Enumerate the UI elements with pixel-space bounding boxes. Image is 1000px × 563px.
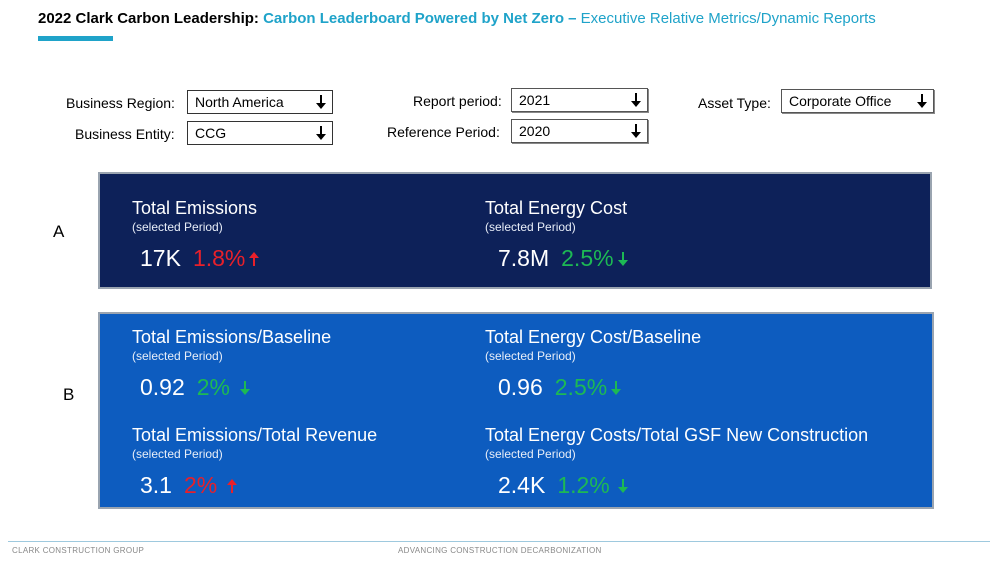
metric-change: 1.8% [192, 245, 246, 271]
metric-change: 2% [183, 472, 218, 498]
metric-title: Total Energy Costs/Total GSF New Constru… [485, 425, 869, 445]
row-label-a: A [53, 222, 65, 241]
metric-title: Total Energy Cost [485, 198, 628, 218]
title-bold: 2022 Clark Carbon Leadership: [38, 10, 259, 27]
metric-change: 2% [196, 374, 231, 400]
title-light: Executive Relative Metrics/Dynamic Repor… [580, 10, 876, 27]
chevron-down-icon [316, 126, 326, 140]
asset-type-label: Asset Type: [698, 95, 771, 111]
business-region-select[interactable]: North America [187, 90, 333, 114]
metric-total-emissions: Total Emissions (selected Period) 17K 1.8… [132, 198, 260, 271]
metric-value: 17K [140, 245, 181, 271]
metric-energy-cost-baseline: Total Energy Cost/Baseline (selected Per… [485, 327, 702, 400]
footer-tagline: ADVANCING CONSTRUCTION DECARBONIZATION [398, 546, 602, 555]
reference-period-value: 2020 [519, 123, 551, 139]
arrow-down-icon [617, 479, 628, 493]
row-label-b: B [63, 385, 75, 404]
metric-value: 3.1 [140, 472, 172, 498]
metric-title: Total Emissions [132, 198, 258, 218]
page-title: 2022 Clark Carbon Leadership: Carbon Lea… [38, 10, 876, 27]
panel-a [98, 172, 932, 289]
arrow-up-icon [249, 252, 260, 266]
reference-period-label: Reference Period: [387, 124, 500, 140]
footer-company: CLARK CONSTRUCTION GROUP [12, 546, 145, 555]
chevron-down-icon [631, 124, 641, 138]
arrow-down-icon [611, 381, 622, 395]
metric-title: Total Emissions/Total Revenue [132, 425, 378, 445]
arrow-down-icon [240, 381, 251, 395]
metric-emissions-revenue: Total Emissions/Total Revenue (selected … [132, 425, 378, 498]
business-entity-label: Business Entity: [75, 126, 175, 142]
report-period-label: Report period: [413, 93, 502, 109]
metric-subtitle: (selected Period) [132, 447, 223, 461]
metric-title: Total Energy Cost/Baseline [485, 327, 702, 347]
metric-subtitle: (selected Period) [132, 349, 223, 363]
metric-title: Total Emissions/Baseline [132, 327, 332, 347]
asset-type-value: Corporate Office [789, 93, 892, 109]
business-entity-value: CCG [195, 125, 227, 141]
business-entity-select[interactable]: CCG [187, 121, 333, 145]
metric-emissions-baseline: Total Emissions/Baseline (selected Perio… [132, 327, 332, 400]
metric-value: 7.8M [498, 245, 550, 271]
metric-subtitle: (selected Period) [485, 349, 576, 363]
metric-subtitle: (selected Period) [132, 220, 223, 234]
metric-value: 2.4K [498, 472, 546, 498]
reference-period-select[interactable]: 2020 [511, 119, 648, 143]
panel-b [98, 312, 934, 509]
arrow-up-icon [227, 479, 238, 493]
report-period-select[interactable]: 2021 [511, 88, 648, 112]
metric-change: 2.5% [561, 245, 614, 271]
title-accent-bar [38, 36, 113, 41]
business-region-label: Business Region: [66, 95, 175, 111]
footer-divider [8, 541, 990, 542]
metric-value: 0.92 [140, 374, 185, 400]
asset-type-select[interactable]: Corporate Office [781, 89, 934, 113]
arrow-down-icon [617, 252, 628, 266]
metric-total-energy-cost: Total Energy Cost (selected Period) 7.8M… [485, 198, 628, 271]
title-teal: Carbon Leaderboard Powered by Net Zero – [263, 10, 577, 27]
report-period-value: 2021 [519, 92, 551, 108]
business-region-value: North America [195, 94, 284, 110]
metric-energy-costs-gsf: Total Energy Costs/Total GSF New Constru… [485, 425, 869, 498]
chevron-down-icon [316, 95, 326, 109]
chevron-down-icon [917, 94, 927, 108]
metric-value: 0.96 [498, 374, 543, 400]
chevron-down-icon [631, 93, 641, 107]
metric-change: 1.2% [557, 472, 610, 498]
metric-subtitle: (selected Period) [485, 447, 576, 461]
metric-subtitle: (selected Period) [485, 220, 576, 234]
metric-change: 2.5% [554, 374, 608, 400]
